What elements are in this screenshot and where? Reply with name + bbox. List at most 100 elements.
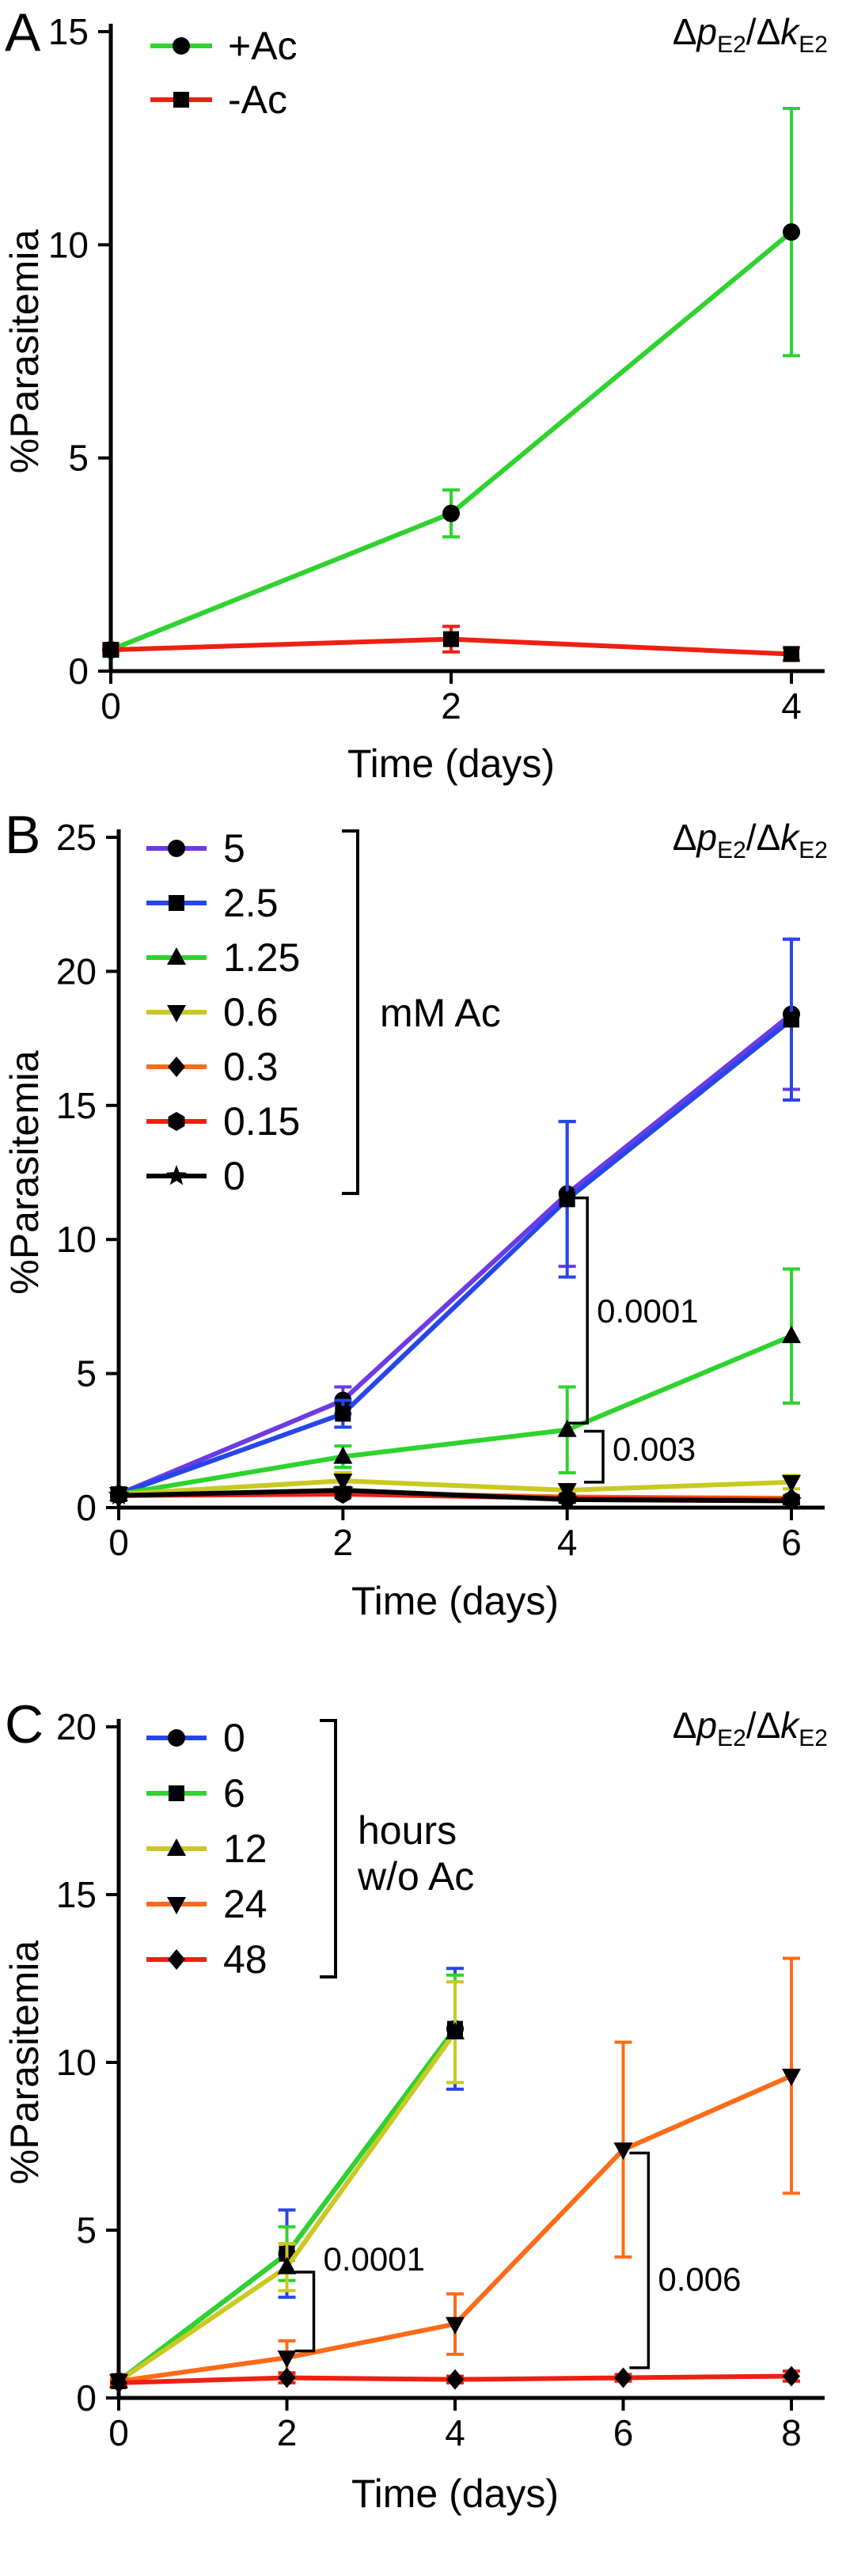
p-value-label: 0.006 xyxy=(658,2260,741,2297)
series-line xyxy=(117,2027,457,2384)
legend-label: 2.5 xyxy=(223,881,279,925)
legend-label: 12 xyxy=(223,1827,267,1871)
y-axis-label: %Parasitemia xyxy=(2,230,47,474)
legend-label: 6 xyxy=(223,1771,245,1815)
legend-group-label: hours xyxy=(358,1808,457,1853)
significance-bracket xyxy=(294,2271,316,2353)
data-point-marker xyxy=(613,2142,633,2161)
genotype-annotation: ΔpE2/ΔkE2 xyxy=(673,1705,828,1751)
x-tick-label: 0 xyxy=(108,2412,129,2453)
data-point-marker xyxy=(782,1326,801,1344)
series-0 xyxy=(108,1479,802,1510)
data-point-marker xyxy=(780,1489,802,1510)
series-line xyxy=(118,1334,793,1497)
data-point-marker xyxy=(783,223,800,241)
x-tick-label: 4 xyxy=(445,2412,465,2453)
legend-group-label: mM Ac xyxy=(380,991,501,1035)
data-point-marker xyxy=(783,1011,799,1028)
legend-marker xyxy=(168,1112,185,1131)
legend-marker xyxy=(168,1729,185,1747)
legend-label: 24 xyxy=(223,1882,267,1926)
x-tick-label: 4 xyxy=(557,1522,578,1563)
p-value-label: 0.003 xyxy=(613,1431,696,1468)
series-line xyxy=(117,1012,793,1497)
data-point-marker xyxy=(782,1474,801,1493)
series-line xyxy=(117,2031,457,2384)
legend-label: 0 xyxy=(223,1154,245,1198)
panel-b-chart: B 0 2 4 6 0 5 10 15 20 25 Time (days) %Parasitemia 5 2… xyxy=(0,799,846,1686)
x-tick-label: 0 xyxy=(101,685,121,727)
significance-bracket xyxy=(568,1196,589,1425)
x-tick-label: 8 xyxy=(781,2412,802,2453)
y-tick-label: 20 xyxy=(56,950,97,992)
legend-label: +Ac xyxy=(228,24,298,68)
y-tick-label: 10 xyxy=(56,1219,97,1260)
series-line xyxy=(117,1018,793,1497)
legend-marker xyxy=(173,37,190,55)
series--Ac xyxy=(102,624,800,662)
data-point-marker xyxy=(446,2369,464,2390)
y-tick-label: 15 xyxy=(48,11,89,52)
p-value-label: 0.0001 xyxy=(324,2240,425,2278)
series-line xyxy=(118,1487,792,1504)
data-point-marker xyxy=(614,2367,632,2388)
legend-marker xyxy=(167,1838,186,1856)
y-axis-label: %Parasitemia xyxy=(2,1050,47,1295)
series-48 xyxy=(110,2365,800,2393)
x-axis-label: Time (days) xyxy=(347,742,555,786)
panel-a-chart: A 0 2 4 0 5 10 15 Time (days) %Parasitemia +Ac -Ac Δ… xyxy=(0,0,846,799)
series-0 xyxy=(110,1967,464,2390)
x-tick-label: 6 xyxy=(613,2412,634,2453)
y-tick-label: 20 xyxy=(56,1706,97,1747)
data-point-marker xyxy=(559,1191,575,1208)
series-line xyxy=(118,1478,792,1497)
y-tick-label: 10 xyxy=(48,224,89,265)
data-point-marker xyxy=(556,1488,578,1509)
legend-marker xyxy=(168,1949,185,1970)
panel-label: C xyxy=(5,1694,44,1755)
legend-marker xyxy=(165,1165,188,1186)
x-axis-label: Time (days) xyxy=(351,1579,559,1623)
legend-marker xyxy=(168,1057,185,1077)
data-point-marker xyxy=(277,2350,297,2369)
y-tick-label: 5 xyxy=(76,2210,97,2251)
legend-label: 0.6 xyxy=(223,990,279,1034)
legend-label: 0.15 xyxy=(223,1099,300,1144)
data-point-marker xyxy=(278,2367,296,2388)
y-tick-label: 5 xyxy=(76,1353,97,1394)
y-tick-label: 0 xyxy=(68,651,89,692)
legend-group-label: w/o Ac xyxy=(357,1854,474,1899)
series-+Ac xyxy=(102,106,800,659)
data-point-marker xyxy=(557,1419,577,1437)
data-point-marker xyxy=(443,631,459,647)
legend-marker xyxy=(169,1785,184,1801)
series-6 xyxy=(110,1973,464,2389)
x-tick-label: 2 xyxy=(333,1522,354,1563)
legend-marker xyxy=(168,840,185,857)
y-axis-label: %Parasitemia xyxy=(2,1941,47,2185)
data-point-marker xyxy=(446,2021,465,2039)
series-12 xyxy=(109,1980,465,2388)
genotype-annotation: ΔpE2/ΔkE2 xyxy=(673,817,828,863)
y-tick-label: 15 xyxy=(56,1085,97,1126)
series-line xyxy=(109,230,793,652)
legend-group-bracket xyxy=(320,1719,337,1978)
x-tick-label: 2 xyxy=(441,685,461,727)
data-point-marker xyxy=(332,1479,354,1500)
data-point-marker xyxy=(783,646,799,662)
data-point-marker xyxy=(333,1446,353,1464)
series-line xyxy=(117,2027,457,2384)
legend-label: 0 xyxy=(223,1716,245,1760)
significance-bracket xyxy=(629,2151,651,2369)
legend-label: 1.25 xyxy=(223,935,300,980)
legend-marker xyxy=(167,947,186,965)
legend-label: 0.3 xyxy=(223,1045,279,1089)
x-tick-label: 4 xyxy=(781,685,802,727)
data-point-marker xyxy=(110,2372,127,2393)
panel-label: B xyxy=(5,805,40,865)
x-tick-label: 2 xyxy=(277,2412,298,2453)
legend-marker xyxy=(169,895,184,911)
data-point-marker xyxy=(442,504,460,522)
x-axis-label: Time (days) xyxy=(351,2472,559,2516)
